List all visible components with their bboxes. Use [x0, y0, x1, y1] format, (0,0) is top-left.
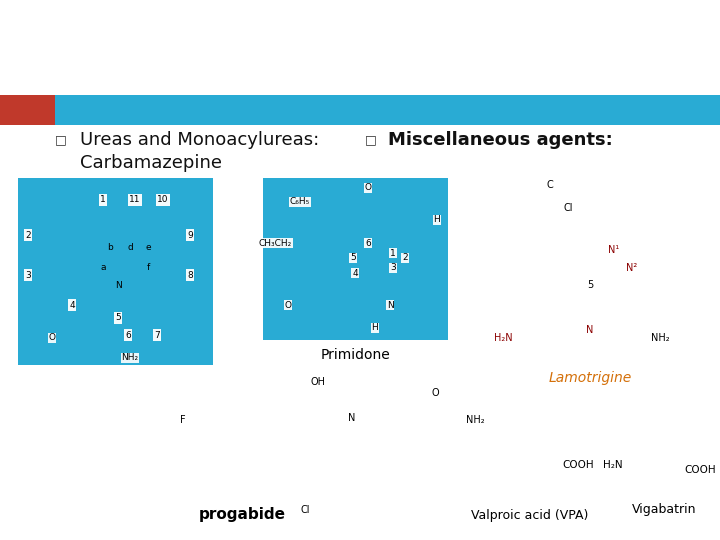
- Text: 5: 5: [115, 314, 121, 322]
- Text: □: □: [365, 133, 377, 146]
- Text: Lamotrigine: Lamotrigine: [549, 371, 631, 385]
- Text: Vigabatrin: Vigabatrin: [631, 503, 696, 516]
- Text: Miscellaneous agents:: Miscellaneous agents:: [388, 131, 613, 149]
- Text: f: f: [146, 264, 150, 273]
- Bar: [18, 178, 213, 365]
- Text: NH₂: NH₂: [122, 354, 138, 362]
- Text: Ureas and Monoacylureas:: Ureas and Monoacylureas:: [80, 131, 319, 149]
- Text: e: e: [145, 244, 150, 253]
- Text: Valproic acid (VPA): Valproic acid (VPA): [472, 509, 589, 522]
- Text: H₂N: H₂N: [603, 460, 623, 470]
- Text: N: N: [586, 325, 594, 335]
- Text: 8: 8: [187, 271, 193, 280]
- Text: N: N: [348, 413, 356, 423]
- Text: 3: 3: [390, 264, 396, 273]
- Text: Cl: Cl: [563, 203, 572, 213]
- Text: □: □: [55, 133, 67, 146]
- Bar: [0, 95, 55, 125]
- Text: C₆H₅: C₆H₅: [290, 198, 310, 206]
- Text: 1: 1: [390, 248, 396, 258]
- Text: 1: 1: [100, 195, 106, 205]
- Text: H₂N: H₂N: [494, 333, 513, 343]
- Text: N: N: [387, 300, 393, 309]
- Text: progabide: progabide: [199, 508, 286, 523]
- Text: 2: 2: [402, 253, 408, 262]
- Text: C: C: [546, 180, 554, 190]
- Text: 4: 4: [352, 268, 358, 278]
- Text: COOH: COOH: [562, 460, 594, 470]
- Text: COOH: COOH: [684, 465, 716, 475]
- Text: d: d: [127, 244, 133, 253]
- Text: H: H: [372, 323, 379, 333]
- Text: F: F: [180, 415, 186, 425]
- Text: N¹: N¹: [608, 245, 620, 255]
- Text: N²: N²: [626, 263, 638, 273]
- Bar: [263, 178, 448, 340]
- Text: 4: 4: [69, 300, 75, 309]
- Text: 7: 7: [154, 330, 160, 340]
- Text: 5: 5: [587, 280, 593, 290]
- Text: N: N: [114, 280, 122, 289]
- Text: Cl: Cl: [300, 505, 310, 515]
- Text: a: a: [100, 264, 106, 273]
- Text: NH₂: NH₂: [466, 415, 485, 425]
- Text: 11: 11: [130, 195, 140, 205]
- Bar: [0, 95, 720, 125]
- Text: 2: 2: [25, 231, 31, 240]
- Text: Carbamazepine: Carbamazepine: [80, 154, 222, 172]
- Text: H: H: [433, 215, 441, 225]
- Text: CH₃CH₂: CH₃CH₂: [258, 239, 292, 247]
- Text: b: b: [107, 244, 113, 253]
- Text: 3: 3: [25, 271, 31, 280]
- Text: 10: 10: [157, 195, 168, 205]
- Text: O: O: [431, 388, 438, 398]
- Text: O: O: [284, 300, 292, 309]
- Text: O: O: [48, 334, 55, 342]
- Text: 9: 9: [187, 231, 193, 240]
- Text: OH: OH: [310, 377, 325, 387]
- Text: 6: 6: [125, 330, 131, 340]
- Text: NH₂: NH₂: [651, 333, 670, 343]
- Text: O: O: [364, 184, 372, 192]
- Text: 5: 5: [350, 253, 356, 262]
- Text: 6: 6: [365, 239, 371, 247]
- Text: Primidone: Primidone: [320, 348, 390, 362]
